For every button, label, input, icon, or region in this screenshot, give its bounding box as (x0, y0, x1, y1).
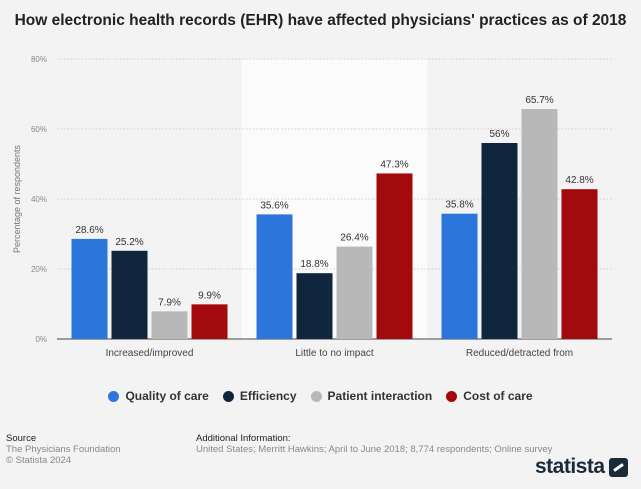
y-tick-label: 20% (31, 265, 47, 274)
brand-wordmark: statista (535, 455, 605, 478)
data-label: 9.9% (198, 290, 221, 301)
y-tick-label: 80% (31, 55, 47, 64)
footer-additional-info: Additional Information: United States; M… (196, 433, 552, 455)
bar (376, 173, 413, 339)
copyright: © Statista 2024 (6, 455, 72, 466)
bar (191, 304, 228, 339)
data-label: 28.6% (75, 225, 103, 236)
data-label: 47.3% (380, 159, 408, 170)
data-label: 35.8% (445, 200, 473, 211)
data-label: 25.2% (115, 237, 143, 248)
legend-marker (310, 390, 322, 402)
data-label: 35.6% (260, 200, 288, 211)
bar (561, 189, 598, 339)
data-label: 42.8% (565, 175, 593, 186)
legend-label: Efficiency (239, 389, 297, 403)
x-tick-label: Reduced/detracted from (466, 348, 573, 359)
source-title: Source (6, 433, 37, 444)
x-tick-label: Increased/improved (106, 348, 194, 359)
legend-marker (446, 390, 458, 402)
data-label: 65.7% (525, 95, 553, 106)
legend-marker (108, 390, 120, 402)
statista-logo[interactable]: statista (535, 455, 628, 479)
bar (71, 238, 108, 339)
legend-item[interactable]: Cost of care (446, 389, 533, 403)
info-title[interactable]: Additional Information: (196, 433, 291, 444)
data-label: 18.8% (300, 259, 328, 270)
chart-legend: Quality of care Efficiency Patient interac… (0, 389, 641, 403)
bar (111, 250, 148, 339)
data-label: 56% (489, 129, 509, 140)
bar (441, 213, 478, 339)
source-name[interactable]: The Physicians Foundation (6, 444, 121, 455)
legend-marker (222, 390, 234, 402)
bar (481, 143, 518, 339)
x-tick-label: Little to no impact (295, 348, 374, 359)
data-label: 26.4% (340, 233, 368, 244)
y-tick-label: 0% (35, 335, 47, 344)
legend-item[interactable]: Efficiency (222, 389, 297, 403)
footer-source: Source The Physicians Foundation © Stati… (6, 433, 121, 466)
y-tick-label: 40% (31, 195, 47, 204)
y-axis-label: Percentage of respondents (12, 144, 22, 253)
legend-label: Quality of care (125, 389, 209, 403)
bar (151, 311, 188, 339)
chart-title: How electronic health records (EHR) have… (14, 12, 627, 29)
legend-item[interactable]: Patient interaction (310, 389, 433, 403)
bar (336, 246, 373, 339)
legend-label: Cost of care (463, 389, 533, 403)
bar (521, 109, 558, 339)
data-label: 7.9% (158, 297, 181, 308)
bar (256, 214, 293, 339)
statista-mark-icon (608, 457, 628, 477)
legend-item[interactable]: Quality of care (108, 389, 209, 403)
info-text: United States; Merritt Hawkins; April to… (196, 444, 553, 455)
bar (296, 273, 333, 339)
y-tick-label: 60% (31, 125, 47, 134)
legend-label: Patient interaction (327, 389, 433, 403)
